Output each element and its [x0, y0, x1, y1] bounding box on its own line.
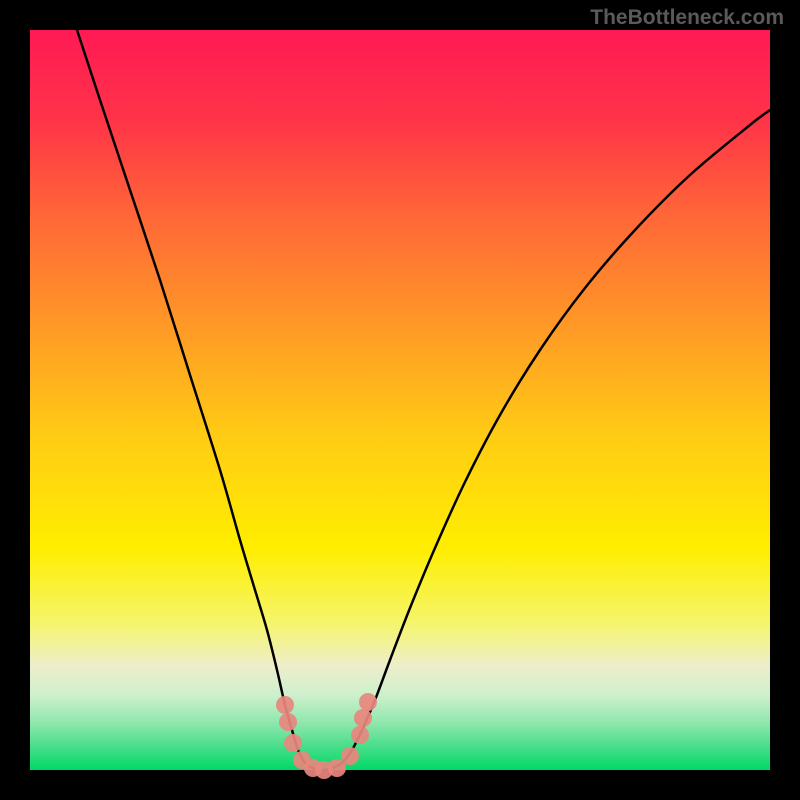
curve-marker [279, 713, 297, 731]
curve-marker [341, 747, 359, 765]
curve-marker [284, 734, 302, 752]
chart-svg [0, 0, 800, 800]
curve-marker [354, 709, 372, 727]
plot-background [30, 30, 770, 770]
curve-marker [359, 693, 377, 711]
curve-marker [276, 696, 294, 714]
chart-container: TheBottleneck.com [0, 0, 800, 800]
watermark-text: TheBottleneck.com [590, 6, 784, 30]
curve-marker [351, 726, 369, 744]
